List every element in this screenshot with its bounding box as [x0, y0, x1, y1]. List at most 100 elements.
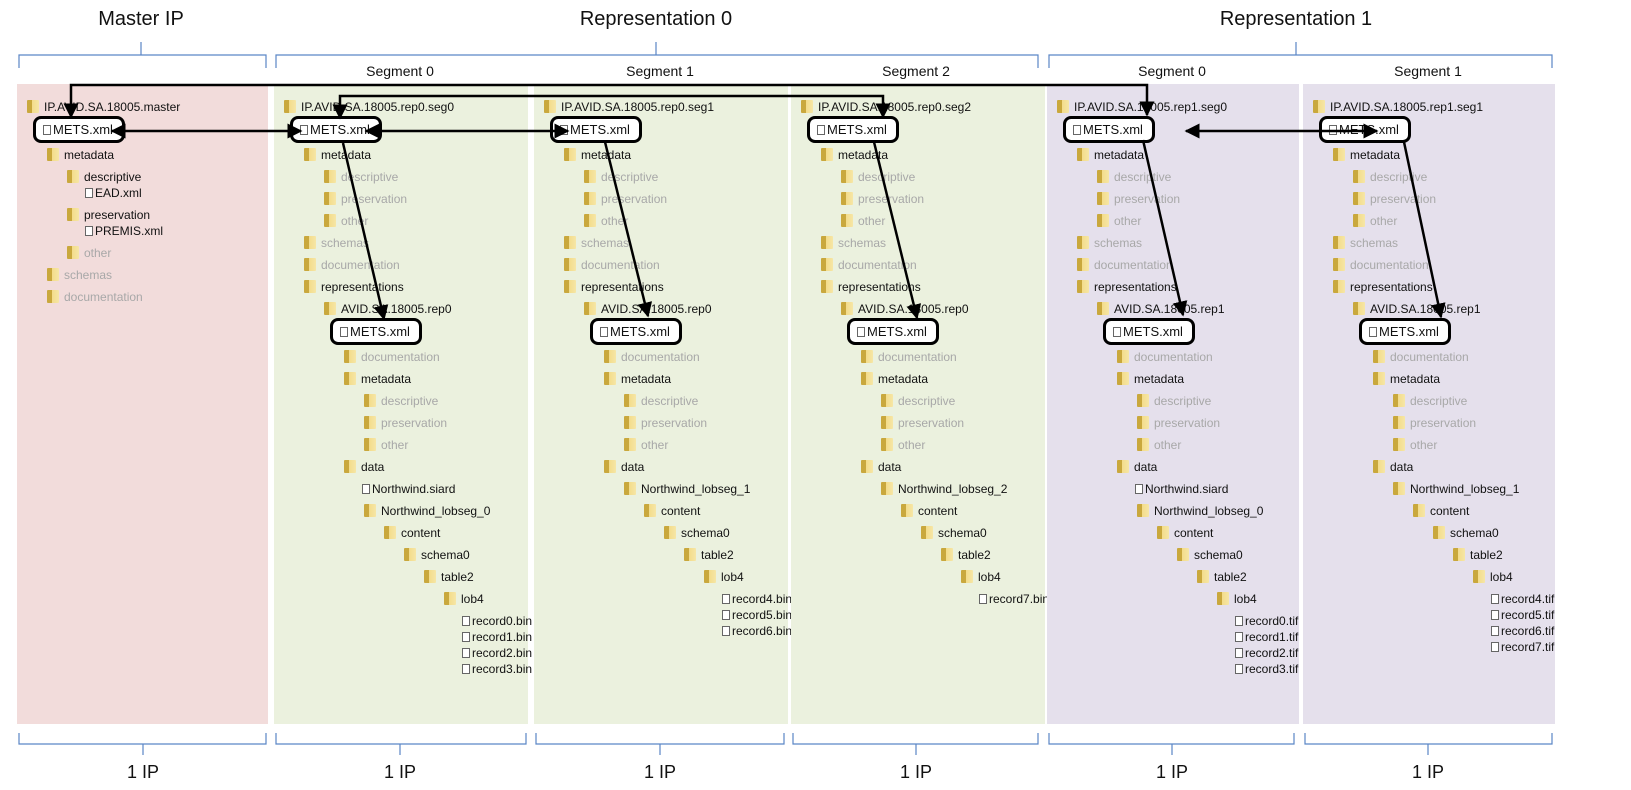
tree-node-label: Northwind_lobseg_0 [381, 504, 491, 518]
tree-node-label: record4.bin [732, 592, 793, 606]
tree-node-label: schemas [321, 236, 370, 250]
folder-icon [1393, 416, 1405, 429]
ip-count-rep0-seg2: 1 IP [899, 762, 933, 782]
ip-count-rep0-seg0: 1 IP [383, 762, 417, 782]
folder-icon [1353, 170, 1365, 183]
folder-icon [444, 592, 456, 605]
folder-icon [1157, 526, 1169, 539]
folder-icon [881, 394, 893, 407]
folder-icon [1333, 148, 1345, 161]
tree-folder: metadata [1117, 372, 1184, 387]
tree-node-label: table2 [441, 570, 474, 584]
folder-icon [704, 570, 716, 583]
tree-node-label: METS.xml [1083, 122, 1143, 137]
mets-xml-box: METS.xml [1359, 318, 1451, 345]
folder-icon [941, 548, 953, 561]
segment-label-rep1-seg0: Segment 0 [1138, 63, 1206, 79]
tree-node-label: metadata [1134, 372, 1185, 386]
folder-icon [324, 192, 336, 205]
folder-icon [1333, 236, 1345, 249]
tree-folder: Northwind_lobseg_0 [1137, 504, 1263, 519]
folder-icon [604, 372, 616, 385]
tree-folder: Northwind_lobseg_1 [1393, 482, 1519, 497]
tree-folder: AVID.SA.18005.rep1 [1353, 302, 1481, 317]
folder-icon [1313, 100, 1325, 113]
tree-folder: metadata [1373, 372, 1440, 387]
folder-icon [324, 170, 336, 183]
folder-icon [881, 482, 893, 495]
folder-icon [861, 460, 873, 473]
tree-folder: metadata [344, 372, 411, 387]
tree-folder: Northwind_lobseg_2 [881, 482, 1007, 497]
tree-node-label: metadata [621, 372, 672, 386]
tree-node-label: preservation [858, 192, 925, 206]
tree-folder: schemas [821, 236, 886, 251]
tree-node-label: lob4 [461, 592, 484, 606]
tree-folder: other [1137, 438, 1181, 453]
tree-node-label: data [878, 460, 902, 474]
tree-node-label: METS.xml [827, 122, 887, 137]
tree-node-label: table2 [1470, 548, 1503, 562]
tree-folder: other [364, 438, 408, 453]
column-rep1-seg0: IP.AVID.SA.18005.rep1.seg0 METS.xml metada… [1047, 84, 1299, 724]
folder-icon [841, 214, 853, 227]
tree-file: record4.tif [1491, 592, 1554, 607]
tree-node-label: AVID.SA.18005.rep0 [601, 302, 712, 316]
tree-node-label: record3.tif [1245, 662, 1299, 676]
file-icon [340, 327, 348, 337]
tree-folder: schemas [1333, 236, 1398, 251]
tree-folder: AVID.SA.18005.rep0 [324, 302, 452, 317]
folder-icon [364, 416, 376, 429]
tree-node-label: metadata [1094, 148, 1145, 162]
folder-icon [1393, 482, 1405, 495]
tree-node-label: lob4 [1490, 570, 1513, 584]
tree-folder: table2 [424, 570, 474, 585]
folder-icon [1077, 148, 1089, 161]
folder-icon [1197, 570, 1209, 583]
folder-icon [1353, 214, 1365, 227]
brace-representation-0 [275, 42, 1039, 68]
ip-count-master: 1 IP [126, 762, 160, 782]
tree-node-label: metadata [64, 148, 115, 162]
tree-folder: metadata [604, 372, 671, 387]
tree-file: record6.tif [1491, 624, 1554, 639]
tree-node-label: preservation [1114, 192, 1181, 206]
tree-node-label: documentation [1134, 350, 1213, 364]
tree-file: record1.tif [1235, 630, 1298, 645]
folder-icon [1137, 416, 1149, 429]
tree-node-label: documentation [361, 350, 440, 364]
folder-icon [1413, 504, 1425, 517]
tree-node-label: schemas [1350, 236, 1399, 250]
tree-node-label: IP.AVID.SA.18005.rep1.seg1 [1330, 100, 1483, 114]
tree-folder: documentation [604, 350, 700, 365]
file-icon [1113, 327, 1121, 337]
tree-node-label: content [1174, 526, 1214, 540]
tree-node-label: record2.bin [472, 646, 533, 660]
tree-folder: preservation [624, 416, 707, 431]
tree-node-label: data [1134, 460, 1158, 474]
tree-file: record7.tif [1491, 640, 1554, 655]
folder-icon [1333, 280, 1345, 293]
tree-folder: content [901, 504, 957, 519]
tree-node-label: schemas [581, 236, 630, 250]
folder-icon [1217, 592, 1229, 605]
folder-icon [821, 236, 833, 249]
tree-folder: other [881, 438, 925, 453]
tree-folder: lob4 [961, 570, 1001, 585]
folder-icon [584, 214, 596, 227]
folder-icon [861, 350, 873, 363]
file-icon [1491, 626, 1499, 636]
folder-icon [1097, 170, 1109, 183]
tree-node-label: table2 [958, 548, 991, 562]
tree-node-label: other [381, 438, 409, 452]
tree-folder: documentation [1333, 258, 1429, 273]
tree-folder: other [624, 438, 668, 453]
tree-node-label: descriptive [341, 170, 399, 184]
folder-icon [324, 302, 336, 315]
folder-icon [1137, 394, 1149, 407]
file-icon [43, 125, 51, 135]
column-rep0-seg2: IP.AVID.SA.18005.rep0.seg2 METS.xml metada… [791, 84, 1049, 724]
folder-icon [1097, 302, 1109, 315]
tree-node-label: schemas [64, 268, 113, 282]
